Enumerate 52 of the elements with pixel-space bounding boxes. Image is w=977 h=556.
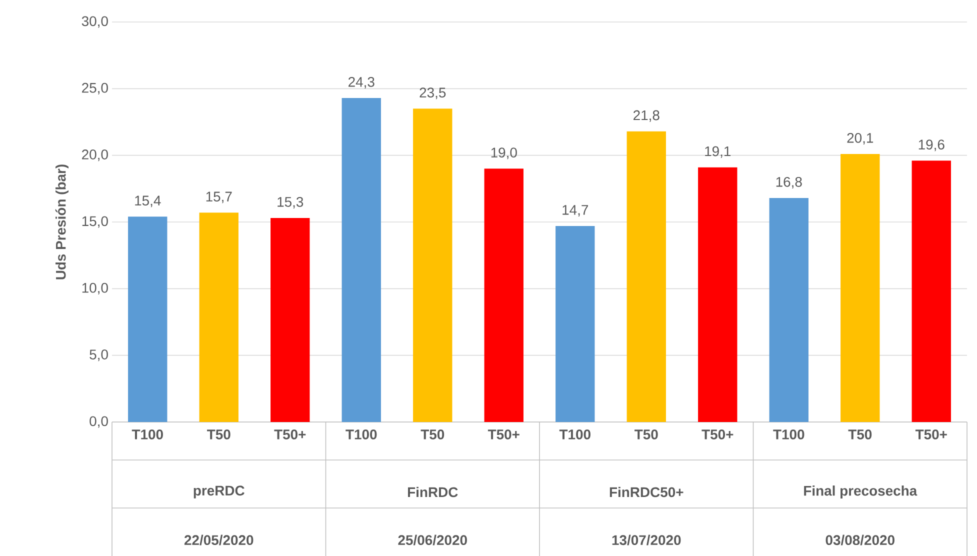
bar <box>626 131 666 422</box>
data-label: 14,7 <box>562 205 588 216</box>
x-tick-label: T50 <box>634 429 658 440</box>
x-tick-label: T100 <box>132 429 163 440</box>
y-tick-label: 15,0 <box>82 216 108 228</box>
y-axis-title: Uds Presión (bar) <box>55 164 69 280</box>
text: 03/08/2020 <box>826 534 894 546</box>
data-label: 23,5 <box>420 88 446 100</box>
bar <box>413 108 452 422</box>
text: preRDC <box>194 486 244 498</box>
bar <box>769 198 808 422</box>
text: FinRDC50+ <box>610 486 684 498</box>
bar <box>199 212 238 422</box>
data-label: 15,7 <box>206 192 232 204</box>
text: Final precosecha <box>804 486 918 498</box>
data-label: 19,0 <box>491 148 517 160</box>
y-tick-label: 5,0 <box>90 350 108 362</box>
bar <box>484 168 524 422</box>
x-tick-label: T100 <box>346 429 377 440</box>
y-tick-label: 0,0 <box>90 416 108 428</box>
x-tick-label: T100 <box>559 429 590 440</box>
data-label: 19,6 <box>918 140 944 152</box>
x-tick-label: T50 <box>420 429 444 440</box>
data-label: 21,8 <box>634 110 660 122</box>
bar <box>270 218 310 422</box>
x-tick-label: T50+ <box>274 429 306 440</box>
text: 13/07/2020 <box>612 534 681 546</box>
data-label: 19,1 <box>705 146 731 158</box>
bar <box>912 160 951 422</box>
bar <box>128 216 168 422</box>
data-label: 24,3 <box>348 76 374 88</box>
data-label: 15,3 <box>278 196 304 208</box>
bar <box>840 154 880 422</box>
x-tick-label: T50 <box>207 429 230 440</box>
x-tick-label: T50+ <box>702 429 734 440</box>
x-tick-label: T50+ <box>915 429 947 440</box>
x-tick-label: T100 <box>773 429 804 440</box>
x-tick-label: T50 <box>848 429 872 440</box>
text: 22/05/2020 <box>184 534 254 546</box>
text: FinRDC <box>408 486 458 498</box>
data-label: 15,4 <box>135 196 161 208</box>
bar <box>342 98 381 422</box>
data-label: 16,8 <box>776 176 802 188</box>
x-tick-label: T50+ <box>488 429 520 440</box>
y-tick-label: 20,0 <box>82 150 108 162</box>
bar <box>698 167 738 422</box>
text: 25/06/2020 <box>398 534 467 546</box>
data-label: 20,1 <box>847 132 874 144</box>
y-tick-label: 25,0 <box>82 82 108 94</box>
bar <box>556 226 595 422</box>
y-tick-label: 30,0 <box>82 16 108 28</box>
y-tick-label: 10,0 <box>82 282 108 294</box>
